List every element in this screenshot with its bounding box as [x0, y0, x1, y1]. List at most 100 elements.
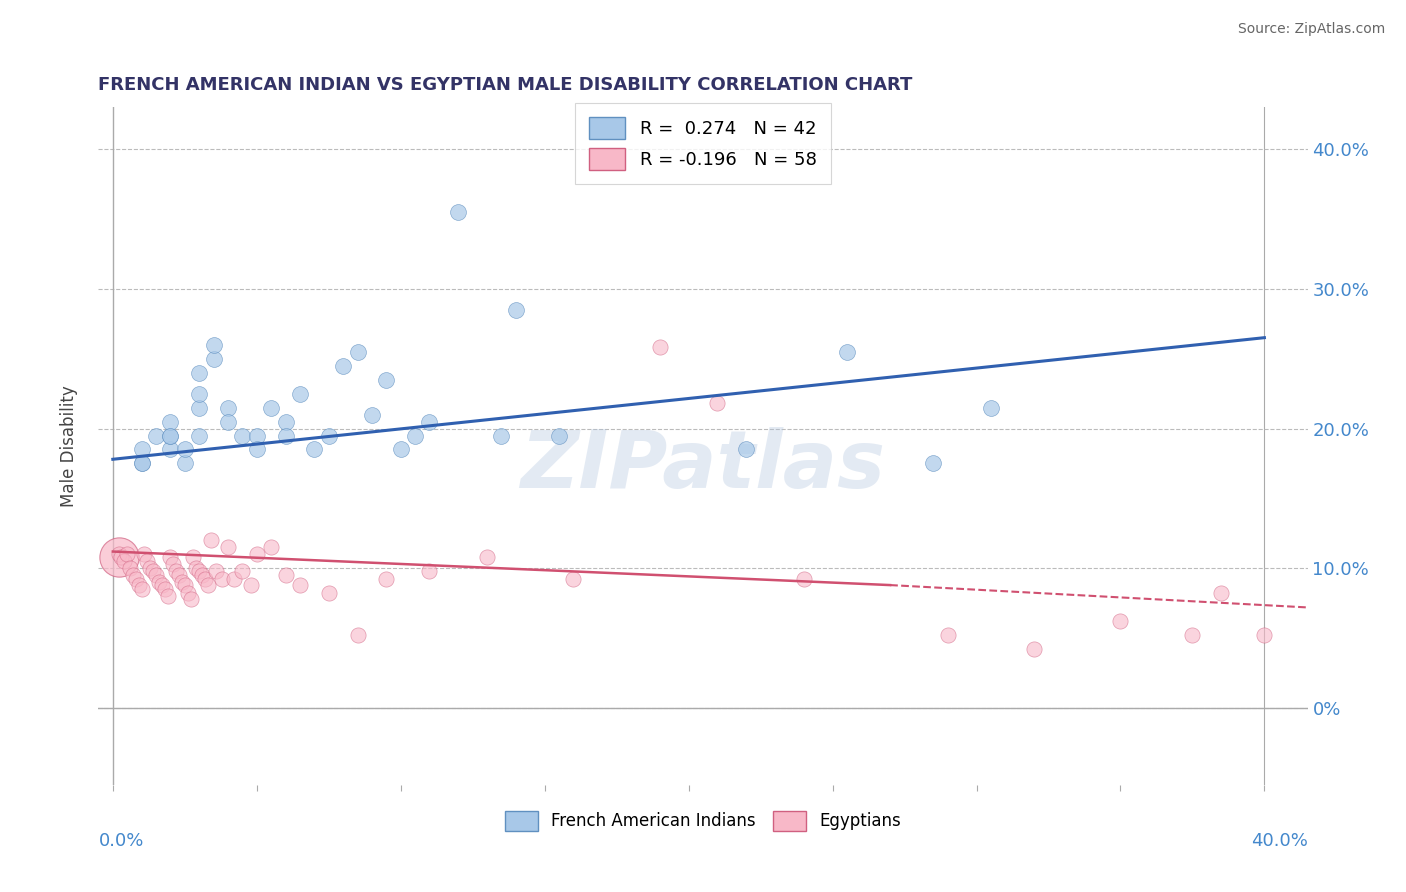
Point: [165, 564, 187, 578]
Point: [447, 205, 470, 219]
Point: [131, 582, 153, 597]
Point: [131, 457, 153, 471]
Point: [505, 302, 527, 317]
Point: [202, 351, 225, 366]
Point: [475, 550, 498, 565]
Point: [162, 557, 184, 571]
Point: [1022, 642, 1045, 657]
Point: [173, 442, 195, 457]
Point: [205, 564, 228, 578]
Point: [122, 568, 145, 582]
Point: [197, 578, 219, 592]
Point: [194, 573, 217, 587]
Point: [735, 442, 758, 457]
Point: [217, 541, 239, 555]
Point: [156, 589, 179, 603]
Point: [145, 568, 167, 582]
Point: [128, 578, 150, 592]
Point: [548, 428, 571, 442]
Point: [260, 401, 283, 415]
Point: [170, 575, 193, 590]
Point: [134, 547, 156, 561]
Point: [211, 573, 233, 587]
Point: [159, 428, 181, 442]
Point: [418, 415, 440, 429]
Point: [183, 550, 205, 565]
Text: 40.0%: 40.0%: [1251, 832, 1308, 850]
Point: [304, 442, 326, 457]
Point: [139, 561, 162, 575]
Point: [404, 428, 426, 442]
Text: FRENCH AMERICAN INDIAN VS EGYPTIAN MALE DISABILITY CORRELATION CHART: FRENCH AMERICAN INDIAN VS EGYPTIAN MALE …: [98, 77, 912, 95]
Point: [145, 428, 167, 442]
Point: [240, 578, 263, 592]
Point: [274, 415, 297, 429]
Point: [142, 564, 165, 578]
Point: [288, 578, 311, 592]
Point: [167, 568, 190, 582]
Text: 0.0%: 0.0%: [98, 832, 143, 850]
Point: [980, 401, 1002, 415]
Point: [231, 564, 253, 578]
Point: [217, 401, 239, 415]
Point: [148, 575, 170, 590]
Point: [246, 428, 269, 442]
Text: Source: ZipAtlas.com: Source: ZipAtlas.com: [1237, 22, 1385, 37]
Y-axis label: Male Disability: Male Disability: [59, 385, 77, 507]
Point: [159, 415, 181, 429]
Point: [186, 561, 208, 575]
Point: [173, 457, 195, 471]
Point: [107, 550, 129, 565]
Point: [188, 386, 211, 401]
Point: [159, 550, 181, 565]
Point: [188, 401, 211, 415]
Point: [136, 554, 159, 568]
Point: [288, 386, 311, 401]
Point: [173, 578, 195, 592]
Point: [120, 561, 142, 575]
Point: [125, 573, 148, 587]
Point: [260, 541, 283, 555]
Point: [188, 366, 211, 380]
Point: [150, 578, 173, 592]
Point: [131, 457, 153, 471]
Point: [491, 428, 513, 442]
Point: [231, 428, 253, 442]
Point: [793, 573, 815, 587]
Point: [936, 628, 959, 642]
Point: [202, 337, 225, 351]
Point: [159, 442, 181, 457]
Point: [274, 568, 297, 582]
Point: [562, 573, 585, 587]
Point: [922, 457, 945, 471]
Point: [346, 344, 368, 359]
Point: [191, 568, 214, 582]
Text: ZIPatlas: ZIPatlas: [520, 427, 886, 506]
Point: [107, 547, 129, 561]
Point: [332, 359, 354, 373]
Point: [112, 554, 135, 568]
Point: [159, 428, 181, 442]
Point: [246, 442, 269, 457]
Point: [176, 586, 198, 600]
Point: [361, 408, 384, 422]
Point: [188, 428, 211, 442]
Point: [318, 428, 340, 442]
Point: [706, 396, 728, 410]
Point: [389, 442, 412, 457]
Point: [131, 442, 153, 457]
Point: [115, 547, 138, 561]
Point: [1253, 628, 1275, 642]
Point: [1211, 586, 1233, 600]
Point: [274, 428, 297, 442]
Point: [1181, 628, 1204, 642]
Point: [346, 628, 368, 642]
Point: [180, 592, 202, 607]
Point: [318, 586, 340, 600]
Point: [217, 415, 239, 429]
Point: [188, 564, 211, 578]
Point: [375, 373, 398, 387]
Point: [835, 344, 858, 359]
Point: [246, 547, 269, 561]
Point: [110, 550, 132, 565]
